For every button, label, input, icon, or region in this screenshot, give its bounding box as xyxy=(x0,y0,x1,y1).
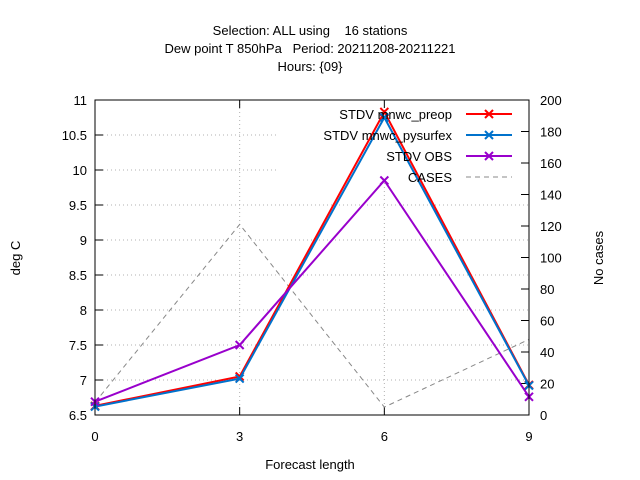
legend-marker-stdv-obs xyxy=(484,151,494,161)
y2-axis-label: No cases xyxy=(591,230,606,285)
legend-marker-stdv-mnwc-preop xyxy=(484,109,494,119)
y2-tick-label: 140 xyxy=(540,188,562,203)
y2-tick-label: 40 xyxy=(540,345,554,360)
y2-tick-label: 100 xyxy=(540,251,562,266)
plot-series xyxy=(90,107,534,412)
y-tick-label: 11 xyxy=(74,93,88,108)
x-tick-label: 3 xyxy=(236,429,243,444)
y2-tick-label: 60 xyxy=(540,314,554,329)
x-tick-label: 9 xyxy=(525,429,532,444)
marker-stroke xyxy=(379,112,390,123)
data-point-stdv-obs xyxy=(234,340,245,350)
data-point-stdv-mnwc-pysurfex xyxy=(234,373,245,384)
y2-tick-label: 120 xyxy=(540,219,562,234)
series-line-stdv-mnwc-pysurfex xyxy=(94,115,530,408)
y-axis-label: deg C xyxy=(8,241,23,276)
legend-label-stdv-mnwc-preop: STDV mnwc_preop xyxy=(339,107,452,122)
series-line-cases xyxy=(94,223,530,408)
axis-ticks: 6.577.588.599.51010.51102040608010012014… xyxy=(62,93,562,444)
series-line-stdv-obs xyxy=(94,178,530,403)
y-tick-label: 7 xyxy=(80,373,87,388)
chart-title: Selection: ALL using 16 stations Dew poi… xyxy=(164,23,455,74)
y-tick-label: 8.5 xyxy=(69,268,87,283)
y-tick-label: 9.5 xyxy=(69,198,87,213)
y2-tick-label: 20 xyxy=(540,377,554,392)
data-point-stdv-obs xyxy=(379,175,390,186)
series-line-stdv-mnwc-preop xyxy=(94,109,530,407)
title-line-1: Selection: ALL using 16 stations xyxy=(213,23,408,38)
x-tick-label: 6 xyxy=(381,429,388,444)
legend-marker-stdv-mnwc-pysurfex xyxy=(484,130,494,140)
legend-label-cases: CASES xyxy=(408,170,452,185)
legend-label-stdv-mnwc-pysurfex: STDV mnwc_pysurfex xyxy=(323,128,452,143)
y-tick-label: 6.5 xyxy=(69,408,87,423)
marker-stroke xyxy=(234,373,245,384)
y-tick-label: 9 xyxy=(80,233,87,248)
legend: STDV mnwc_preop STDV mnwc_pysurfex STDV OB… xyxy=(323,107,512,185)
y-tick-label: 10 xyxy=(73,163,87,178)
y2-tick-label: 180 xyxy=(540,125,562,140)
plot-frame xyxy=(94,99,530,416)
y-tick-label: 7.5 xyxy=(69,338,87,353)
marker-stroke xyxy=(484,109,494,119)
title-line-3: Hours: {09} xyxy=(277,59,343,74)
grid xyxy=(95,100,529,415)
x-tick-label: 0 xyxy=(91,429,98,444)
y-tick-label: 10.5 xyxy=(62,128,87,143)
y2-tick-label: 200 xyxy=(540,93,562,108)
y2-tick-label: 0 xyxy=(540,408,547,423)
y2-tick-label: 80 xyxy=(540,282,554,297)
marker-stroke xyxy=(234,340,245,350)
marker-stroke xyxy=(379,175,390,186)
marker-stroke xyxy=(484,130,494,140)
x-axis-label: Forecast length xyxy=(265,457,355,472)
title-line-2: Dew point T 850hPa Period: 20211208-2021… xyxy=(164,41,455,56)
data-point-stdv-mnwc-pysurfex xyxy=(379,112,390,123)
y-tick-label: 8 xyxy=(80,303,87,318)
legend-label-stdv-obs: STDV OBS xyxy=(386,149,452,164)
marker-stroke xyxy=(484,151,494,161)
y2-tick-label: 160 xyxy=(540,156,562,171)
